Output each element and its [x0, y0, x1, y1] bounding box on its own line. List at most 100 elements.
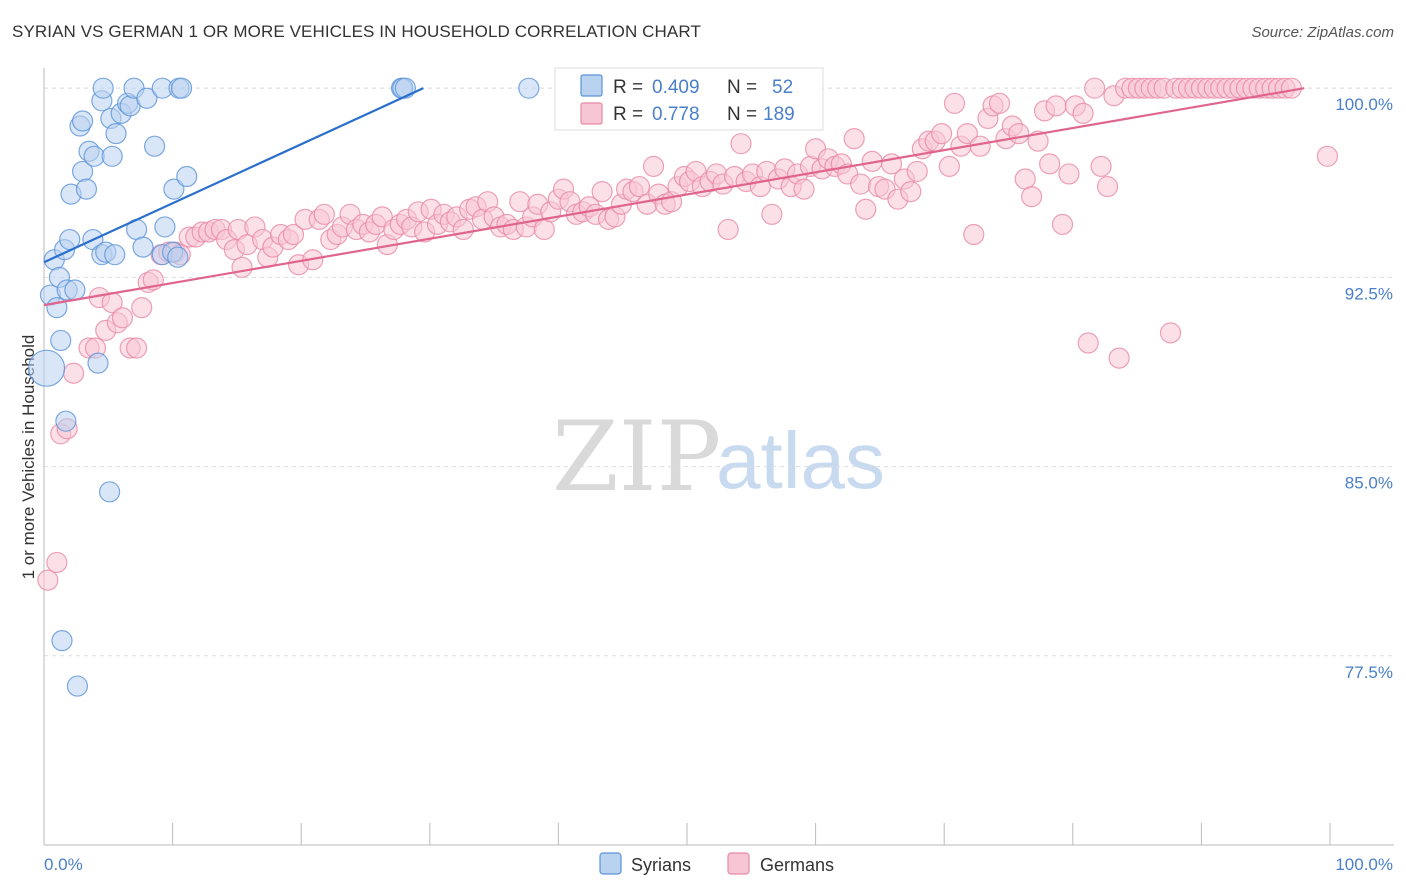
syrians-point: [105, 122, 127, 145]
germans-point: [1039, 153, 1061, 175]
syrians-point: [83, 145, 105, 167]
syrians-point: [27, 349, 66, 387]
watermark-zip: ZIP: [552, 401, 721, 513]
germans-point: [1051, 213, 1074, 236]
bottom-legend-label-germans: Germans: [760, 855, 834, 875]
germans-point: [62, 362, 85, 384]
chart-title: SYRIAN VS GERMAN 1 OR MORE VEHICLES IN H…: [12, 22, 701, 41]
germans-point: [1108, 347, 1130, 369]
germans-point: [1014, 168, 1036, 190]
germans-point: [938, 155, 960, 177]
legend-r-value-germans: 0.778: [652, 104, 700, 125]
syrians-point: [171, 77, 193, 99]
legend-r-value-syrians: 0.409: [652, 77, 700, 98]
germans-point: [1159, 322, 1182, 344]
germans-point: [988, 92, 1011, 114]
bottom-legend-swatch-germans: [727, 852, 750, 875]
legend-n-value-germans: 189: [763, 104, 795, 125]
syrians-point: [163, 178, 185, 200]
x-tick-label-max: 100.0%: [1335, 855, 1393, 874]
germans-point: [1096, 175, 1119, 198]
syrians-point: [98, 481, 121, 503]
germans-series: [37, 77, 1339, 591]
germans-point: [111, 307, 134, 329]
watermark-atlas: atlas: [716, 416, 885, 505]
chart-source: Source: ZipAtlas.com: [1251, 24, 1394, 41]
germans-point: [591, 181, 613, 203]
germans-point: [906, 160, 928, 183]
legend-r-label-syrians: R =: [613, 77, 643, 98]
syrians-point: [71, 110, 94, 132]
germans-point: [642, 155, 665, 177]
germans-point: [855, 198, 877, 220]
syrians-point: [92, 77, 114, 99]
syrians-series: [27, 77, 540, 697]
y-tick-label: 100.0%: [1335, 95, 1393, 114]
germans-point: [1077, 332, 1099, 354]
germans-point: [717, 218, 739, 241]
syrians-point: [55, 410, 77, 432]
germans-point: [37, 569, 59, 591]
germans-point: [843, 128, 865, 150]
syrians-point: [167, 246, 189, 268]
legend-swatch-syrians: [580, 74, 603, 97]
germans-point: [900, 181, 922, 203]
y-axis-tick-labels: 77.5% 85.0% 92.5% 100.0%: [1335, 95, 1393, 682]
germans-point: [956, 122, 978, 145]
syrians-point: [101, 145, 123, 167]
syrians-point: [143, 135, 166, 157]
germans-point: [963, 223, 985, 246]
germans-point: [1027, 130, 1049, 152]
y-axis-label: 1 or more Vehicles in Household: [19, 335, 38, 580]
syrians-point: [51, 630, 73, 652]
y-tick-label: 85.0%: [1345, 474, 1393, 493]
syrians-point: [176, 165, 198, 188]
x-axis-ticks: [43, 823, 1331, 845]
germans-point: [1058, 163, 1080, 185]
legend-swatch-germans: [580, 102, 603, 125]
germans-point: [1008, 122, 1030, 145]
germans-point: [1072, 102, 1094, 125]
legend-r-label-germans: R =: [613, 104, 643, 125]
syrians-point: [136, 87, 158, 109]
y-tick-label: 77.5%: [1345, 663, 1393, 682]
x-tick-label-min: 0.0%: [44, 855, 83, 874]
germans-point: [125, 337, 148, 359]
bottom-legend-label-syrians: Syrians: [631, 855, 691, 875]
germans-point: [46, 551, 68, 574]
legend-n-value-syrians: 52: [772, 77, 793, 98]
germans-point: [1090, 155, 1112, 177]
syrians-point: [87, 352, 109, 374]
syrians-point: [64, 279, 86, 301]
germans-point: [931, 122, 953, 145]
germans-trend-line: [43, 87, 1305, 307]
germans-point: [313, 203, 335, 225]
syrians-point: [104, 244, 126, 266]
germans-point: [730, 133, 752, 155]
germans-point: [1021, 186, 1043, 208]
y-tick-label: 92.5%: [1345, 284, 1393, 303]
syrians-point: [394, 77, 416, 99]
legend-n-label-syrians: N =: [727, 77, 757, 98]
germans-point: [452, 218, 474, 241]
legend-n-label-germans: N =: [727, 104, 757, 125]
germans-point: [943, 92, 966, 114]
syrians-point: [66, 675, 89, 697]
bottom-legend-swatch-syrians: [599, 852, 622, 875]
germans-point: [231, 256, 253, 278]
series-legend: Syrians Germans: [599, 852, 834, 875]
syrians-point: [50, 329, 72, 352]
germans-point: [1045, 95, 1067, 117]
germans-point: [850, 173, 872, 195]
germans-point: [628, 175, 651, 198]
syrians-point: [132, 236, 154, 258]
correlation-legend: R = 0.409 N = 52 R = 0.778 N = 189: [554, 67, 824, 131]
syrians-trend-line: [43, 87, 424, 264]
germans-point: [131, 297, 153, 319]
syrians-point: [518, 77, 540, 99]
syrians-point: [154, 216, 176, 238]
germans-point: [761, 203, 783, 225]
germans-point: [1084, 77, 1106, 99]
germans-point: [533, 218, 555, 241]
